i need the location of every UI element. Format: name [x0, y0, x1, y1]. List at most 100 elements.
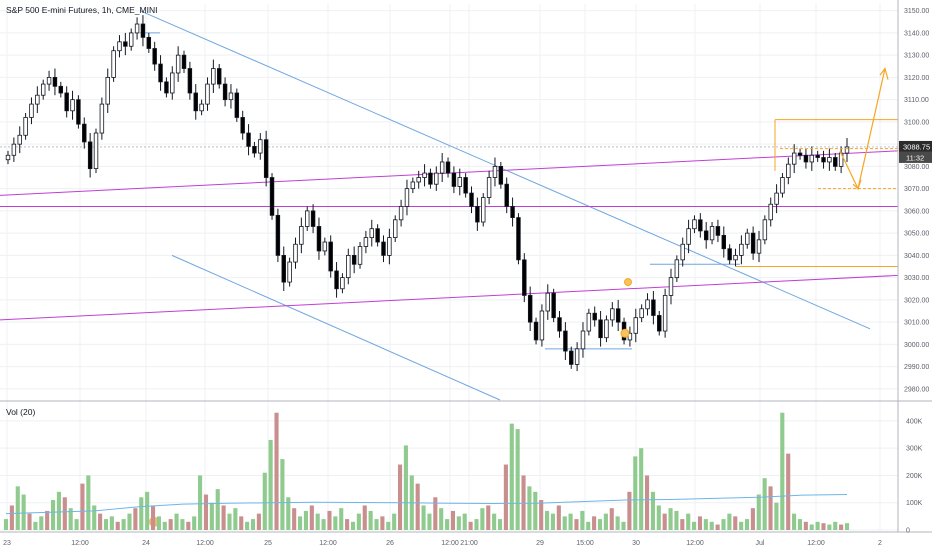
candle-down [592, 312, 597, 321]
candle-up [686, 228, 691, 245]
projection-drawings[interactable] [149, 67, 899, 527]
volume-bar-up [527, 486, 532, 530]
volume-bar-up [615, 516, 620, 530]
price-tick-label: 3070.00 [904, 186, 929, 193]
volume-bar-down [450, 510, 456, 530]
candle-down [240, 117, 245, 134]
volume-bar-up [86, 475, 91, 530]
candle-down [715, 226, 721, 236]
candle-up [827, 157, 832, 163]
volume-bar-up [215, 489, 220, 530]
candle-down [82, 123, 87, 143]
candle-up [627, 332, 633, 341]
volume-bar-up [315, 513, 320, 530]
price-tick-label: 3000.00 [904, 342, 929, 349]
candle-up [211, 68, 216, 85]
volume-bar-down [27, 513, 32, 530]
volume-bar-up [56, 491, 61, 530]
volume-bar-down [415, 483, 420, 530]
trend-line-drawings[interactable] [0, 10, 899, 401]
volume-bar-up [127, 513, 132, 530]
volume-bar-up [797, 519, 803, 530]
candle-up [434, 172, 439, 185]
candle-down [803, 154, 809, 163]
volume-bar-up [568, 513, 573, 530]
volume-bar-down [397, 464, 403, 530]
volume-bar-up [545, 510, 550, 530]
candle-up [393, 219, 398, 238]
volume-bar-down [345, 519, 350, 530]
volume-bar-down [309, 505, 314, 530]
candle-up [287, 261, 292, 283]
candle-up [633, 317, 639, 334]
candle-down [216, 68, 222, 85]
volume-bar-up [586, 521, 591, 530]
volume-bar-down [186, 521, 191, 530]
candle-down [351, 254, 357, 265]
volume-bar-up [321, 519, 326, 530]
volume-bar-down [221, 505, 226, 530]
volume-bar-up [297, 516, 303, 530]
volume-bar-down [292, 508, 297, 530]
volume-bar-up [286, 497, 291, 530]
volume-bar-down [45, 510, 50, 530]
candle-up [439, 161, 445, 174]
volume-bar-down [715, 524, 720, 530]
volume-bar-up [497, 519, 503, 530]
candle-up [457, 177, 462, 187]
volume-bar-down [556, 505, 561, 530]
candle-down [187, 68, 193, 94]
candle-up [774, 192, 779, 205]
volume-title: Vol (20) [6, 407, 36, 417]
candle-down [334, 270, 339, 290]
volume-bar-up [421, 505, 426, 530]
volume-bar-up [268, 440, 273, 530]
candle-up [780, 177, 785, 194]
volume-bar-up [727, 513, 732, 530]
candle-down [123, 41, 128, 47]
candlestick-series [5, 15, 850, 372]
volume-bar-up [744, 519, 750, 530]
time-tick-label: 24 [142, 540, 150, 547]
volume-tick-label: 100K [906, 500, 923, 507]
candle-up [545, 292, 550, 312]
time-tick-label: 23 [3, 540, 11, 547]
candle-down [721, 234, 727, 250]
candle-down [498, 166, 504, 185]
candle-up [639, 308, 644, 319]
candle-down [246, 132, 251, 147]
candle-down [727, 248, 732, 261]
price-tick-label: 3110.00 [904, 97, 929, 104]
price-tick-label: 3010.00 [904, 320, 929, 327]
candle-up [674, 259, 680, 279]
candle-down [316, 226, 322, 252]
volume-bar-down [115, 521, 120, 530]
candle-down [263, 139, 269, 178]
volume-bar-up [68, 508, 73, 530]
volume-bar-up [198, 475, 203, 530]
candle-down [516, 217, 521, 261]
volume-bar-up [762, 478, 767, 530]
price-tick-label: 3120.00 [904, 75, 929, 82]
price-tick-label: 3030.00 [904, 275, 929, 282]
volume-bar-down [98, 513, 103, 530]
volume-bar-up [245, 521, 250, 530]
volume-bar-up [721, 519, 726, 530]
volume-bar-up [515, 429, 520, 530]
candle-up [40, 83, 46, 96]
volume-bar-down [768, 486, 773, 530]
time-tick-label: 12:00 [441, 540, 459, 547]
volume-bar-up [333, 516, 338, 530]
volume-bar-up [509, 423, 514, 530]
candle-down [750, 232, 756, 254]
candle-up [398, 206, 404, 221]
volume-bar-down [839, 524, 844, 530]
price-tick-label: 3130.00 [904, 53, 929, 60]
price-tick-label: 3020.00 [904, 297, 929, 304]
candle-up [762, 219, 768, 241]
volume-bar-up [650, 491, 655, 530]
volume-bar-up [280, 459, 285, 530]
volume-tick-label: 200K [906, 473, 923, 480]
